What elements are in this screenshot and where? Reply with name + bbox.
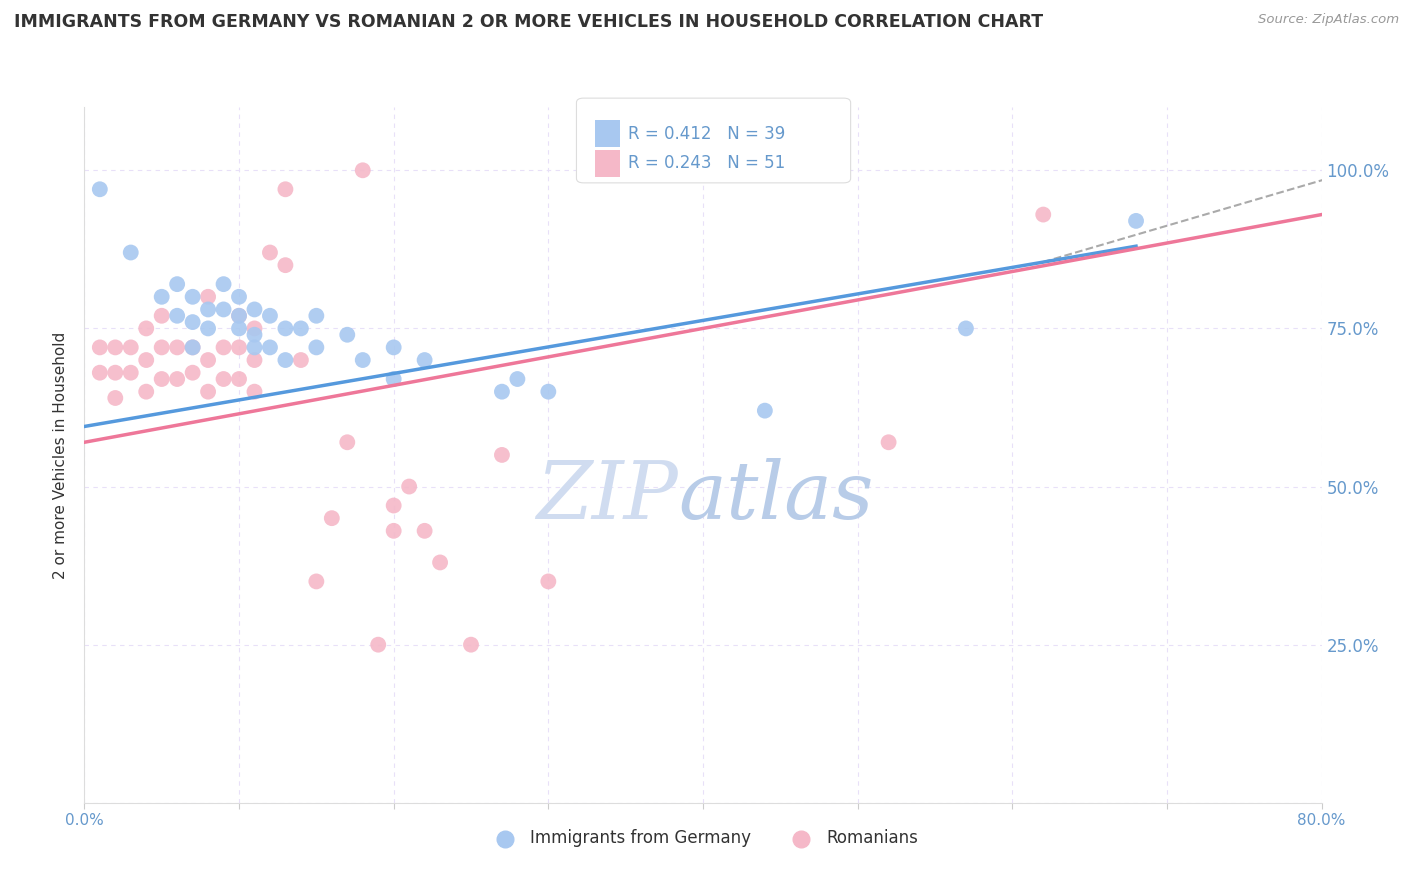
Point bbox=[197, 353, 219, 368]
Point bbox=[228, 372, 250, 386]
Point bbox=[150, 309, 173, 323]
Text: ZIP: ZIP bbox=[537, 458, 678, 535]
Text: atlas: atlas bbox=[678, 458, 873, 535]
Point bbox=[228, 340, 250, 354]
Point bbox=[259, 245, 281, 260]
Point bbox=[243, 353, 266, 368]
Point bbox=[120, 340, 142, 354]
Point bbox=[150, 340, 173, 354]
Point bbox=[274, 182, 297, 196]
Point bbox=[212, 302, 235, 317]
Point bbox=[290, 321, 312, 335]
Text: IMMIGRANTS FROM GERMANY VS ROMANIAN 2 OR MORE VEHICLES IN HOUSEHOLD CORRELATION : IMMIGRANTS FROM GERMANY VS ROMANIAN 2 OR… bbox=[14, 13, 1043, 31]
Point bbox=[382, 524, 405, 538]
Point bbox=[166, 372, 188, 386]
Point bbox=[197, 321, 219, 335]
Point bbox=[382, 372, 405, 386]
Point bbox=[305, 574, 328, 589]
Point bbox=[181, 340, 204, 354]
Point bbox=[491, 384, 513, 399]
Point bbox=[491, 448, 513, 462]
Point bbox=[228, 309, 250, 323]
Point bbox=[413, 353, 436, 368]
Point bbox=[89, 340, 111, 354]
Point bbox=[166, 309, 188, 323]
Point bbox=[382, 340, 405, 354]
Point bbox=[877, 435, 900, 450]
Point bbox=[120, 366, 142, 380]
Y-axis label: 2 or more Vehicles in Household: 2 or more Vehicles in Household bbox=[53, 331, 69, 579]
Point bbox=[166, 340, 188, 354]
Point bbox=[197, 302, 219, 317]
Point bbox=[305, 340, 328, 354]
Point bbox=[243, 340, 266, 354]
Point bbox=[212, 372, 235, 386]
Point bbox=[352, 163, 374, 178]
Point bbox=[197, 384, 219, 399]
Point bbox=[135, 353, 157, 368]
Point bbox=[104, 366, 127, 380]
Point bbox=[460, 638, 482, 652]
Point bbox=[537, 384, 560, 399]
Point bbox=[274, 353, 297, 368]
Point bbox=[181, 290, 204, 304]
Point bbox=[321, 511, 343, 525]
Point bbox=[243, 327, 266, 342]
Point bbox=[259, 340, 281, 354]
Point bbox=[228, 290, 250, 304]
Point bbox=[135, 384, 157, 399]
Point bbox=[382, 499, 405, 513]
Point bbox=[89, 366, 111, 380]
Text: R = 0.243   N = 51: R = 0.243 N = 51 bbox=[628, 154, 786, 172]
Point bbox=[290, 353, 312, 368]
Point bbox=[336, 327, 359, 342]
Point bbox=[228, 321, 250, 335]
Point bbox=[243, 321, 266, 335]
Point bbox=[212, 277, 235, 292]
Point bbox=[537, 574, 560, 589]
Point bbox=[243, 302, 266, 317]
Point bbox=[135, 321, 157, 335]
Point bbox=[352, 353, 374, 368]
Point bbox=[166, 277, 188, 292]
Point bbox=[181, 315, 204, 329]
Point bbox=[150, 372, 173, 386]
Point bbox=[955, 321, 977, 335]
Point bbox=[367, 638, 389, 652]
Point bbox=[754, 403, 776, 417]
Point bbox=[120, 245, 142, 260]
Point bbox=[429, 556, 451, 570]
Point bbox=[181, 340, 204, 354]
Point bbox=[398, 479, 420, 493]
Point bbox=[150, 290, 173, 304]
Point bbox=[413, 524, 436, 538]
Point bbox=[181, 366, 204, 380]
Point bbox=[1032, 208, 1054, 222]
Point bbox=[305, 309, 328, 323]
Point bbox=[228, 309, 250, 323]
Point bbox=[212, 340, 235, 354]
Text: R = 0.412   N = 39: R = 0.412 N = 39 bbox=[628, 125, 786, 143]
Point bbox=[89, 182, 111, 196]
Point bbox=[506, 372, 529, 386]
Text: Source: ZipAtlas.com: Source: ZipAtlas.com bbox=[1258, 13, 1399, 27]
Point bbox=[1125, 214, 1147, 228]
Point bbox=[243, 384, 266, 399]
Point bbox=[197, 290, 219, 304]
Point bbox=[274, 258, 297, 272]
Point bbox=[274, 321, 297, 335]
Point bbox=[104, 340, 127, 354]
Point bbox=[104, 391, 127, 405]
Legend: Immigrants from Germany, Romanians: Immigrants from Germany, Romanians bbox=[482, 822, 924, 854]
Point bbox=[336, 435, 359, 450]
Point bbox=[259, 309, 281, 323]
